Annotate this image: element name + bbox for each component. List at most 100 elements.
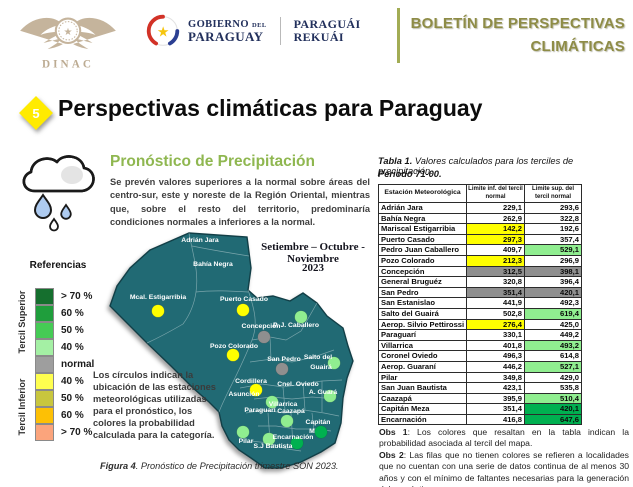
- legend-color-swatch: [35, 356, 54, 373]
- station-label: M: [309, 428, 315, 435]
- figure-caption-text: . Pronóstico de Precipitación trimestre …: [135, 461, 339, 471]
- limite-inf-cell: 502,8: [466, 307, 525, 320]
- limite-inf-cell: 496,3: [466, 350, 525, 362]
- table-row: Paraguarí 330,1 449,2: [378, 329, 582, 341]
- dinac-star-icon: ★: [63, 27, 72, 38]
- table-row: San Estanislao 441,9 492,3: [378, 297, 582, 309]
- table-row: Aerop. Silvio Pettirossi 276,4 425,0: [378, 318, 582, 331]
- legend-entry-label: > 70 %: [61, 291, 93, 302]
- limite-inf-cell: 330,1: [466, 329, 525, 341]
- station-dot: [323, 389, 337, 403]
- station-label: Salto del: [304, 354, 332, 361]
- limite-sup-cell: 529,1: [524, 244, 582, 256]
- station-cell: Puerto Casado: [378, 233, 467, 246]
- station-label: Caazapá: [277, 408, 305, 415]
- precipitation-paragraph: Se prevén valores superiores a la normal…: [110, 177, 370, 228]
- gov-logo: ★ GOBIERNO DEL PARAGUAY PARAGUÁI REKUÁI: [145, 13, 361, 49]
- table-row: Caazapá 395,9 510,4: [378, 392, 582, 405]
- obs2-text: : Las filas que no tienen colores se ref…: [379, 449, 629, 487]
- station-cell: Paraguarí: [378, 329, 467, 341]
- limite-sup-cell: 510,4: [524, 392, 582, 405]
- station-cell: San Pedro: [378, 286, 467, 299]
- figure-caption-number: Figura 4: [100, 461, 136, 471]
- department-borders: [146, 232, 343, 452]
- limite-inf-cell: 351,4: [466, 403, 525, 415]
- table-row: Pilar 349,8 429,0: [378, 371, 582, 384]
- legend-entry: > 70 %: [35, 288, 94, 305]
- limite-sup-cell: 527,1: [524, 360, 582, 373]
- table-row: General Bruguéz 320,8 396,4: [378, 276, 582, 288]
- station-cell: Mariscal Estigarribia: [378, 223, 467, 235]
- station-dot: [151, 304, 165, 318]
- table-row: Pozo Colorado 212,3 296,9: [378, 254, 582, 267]
- station-dot: [249, 383, 263, 397]
- station-cell: Coronel Oviedo: [378, 350, 467, 362]
- station-label: A. Guará: [309, 389, 338, 396]
- precipitation-heading: Pronóstico de Precipitación: [110, 153, 315, 170]
- limite-inf-cell: 229,1: [466, 202, 525, 214]
- limite-sup-cell: 647,6: [524, 413, 582, 426]
- station-cell: Adrián Jara: [378, 202, 467, 214]
- season-year-label: 2023: [302, 262, 324, 274]
- legend-color-swatch: [35, 390, 54, 407]
- limite-sup-cell: 420,1: [524, 286, 582, 299]
- station-dot: [236, 425, 250, 439]
- station-cell: Pedro Juan Caballero: [378, 244, 467, 256]
- legend-entry-label: 60 %: [61, 410, 84, 421]
- legend-entry: 40 %: [35, 373, 94, 390]
- gov-rekuai-label: REKUÁI: [293, 30, 344, 44]
- limite-inf-cell: 409,7: [466, 244, 525, 256]
- station-label: Capitán: [306, 419, 331, 426]
- limite-sup-cell: 449,2: [524, 329, 582, 341]
- station-dot: [236, 303, 250, 317]
- legend-color-swatch: [35, 288, 54, 305]
- station-label: Guairá: [310, 364, 332, 371]
- station-label: Pozo Colorado: [210, 343, 258, 350]
- legend-color-swatch: [35, 407, 54, 424]
- limite-inf-cell: 423,1: [466, 382, 525, 394]
- limite-inf-cell: 351,4: [466, 286, 525, 299]
- station-label: Cordillera: [235, 378, 267, 385]
- limite-sup-cell: 357,4: [524, 233, 582, 246]
- table-title: Tabla 1. Valores calculados para los ter…: [378, 156, 630, 176]
- table-row: Concepción 312,5 398,1: [378, 265, 582, 278]
- legend-entry-label: 50 %: [61, 325, 84, 336]
- gov-paraguay-label: PARAGUAY: [188, 28, 264, 44]
- legend-entry-label: 60 %: [61, 308, 84, 319]
- limite-sup-cell: 420,1: [524, 403, 582, 415]
- limite-sup-cell: 425,0: [524, 318, 582, 331]
- table-title-number: Tabla 1.: [378, 156, 413, 166]
- legend-entry: 60 %: [35, 305, 94, 322]
- table-row: Pedro Juan Caballero 409,7 529,1: [378, 244, 582, 256]
- station-label: San Pedro: [267, 356, 301, 363]
- station-cell: Pozo Colorado: [378, 254, 467, 267]
- table-row: Puerto Casado 297,3 357,4: [378, 233, 582, 246]
- station-dot: [294, 310, 308, 324]
- table-title-text: Valores calculados para los terciles de …: [378, 156, 574, 176]
- legend-entry-label: 40 %: [61, 376, 84, 387]
- limite-sup-cell: 492,3: [524, 297, 582, 309]
- station-cell: Capitán Meza: [378, 403, 467, 415]
- legend-entry: 40 %: [35, 339, 94, 356]
- station-cell: Pilar: [378, 371, 467, 384]
- limite-sup-cell: 493,2: [524, 339, 582, 352]
- legend-entry: normal: [35, 356, 94, 373]
- station-dot: [327, 356, 341, 370]
- gov-seal-icon: ★: [146, 14, 180, 46]
- station-dot: [226, 348, 240, 362]
- station-cell: Aerop. Guaraní: [378, 360, 467, 373]
- gov-gobierno-label: GOBIERNO: [188, 18, 249, 30]
- station-cell: Encarnación: [378, 413, 467, 426]
- legend-color-swatch: [35, 424, 54, 441]
- limite-sup-cell: 296,9: [524, 254, 582, 267]
- bulletin-title-bar: [397, 8, 400, 63]
- obs1-note: Obs 1: Los colores que resaltan en la ta…: [379, 427, 629, 450]
- station-cell: Aerop. Silvio Pettirossi: [378, 318, 467, 331]
- limite-sup-cell: 398,1: [524, 265, 582, 278]
- legend-color-swatch: [35, 305, 54, 322]
- header-limite-sup: Limite sup. del tercil normal: [524, 184, 582, 203]
- station-label: Mcal. Estigarribia: [130, 294, 187, 301]
- station-label: Bahía Negra: [193, 261, 233, 268]
- circles-note: Los círculos indican la ubicación de las…: [93, 370, 216, 441]
